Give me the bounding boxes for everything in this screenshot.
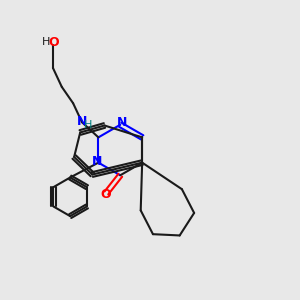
Text: O: O [49,36,59,49]
Text: H: H [84,120,93,130]
Text: O: O [100,188,111,201]
Text: N: N [77,115,87,128]
Text: N: N [92,154,102,168]
Text: N: N [117,116,127,129]
Text: H: H [42,37,50,47]
